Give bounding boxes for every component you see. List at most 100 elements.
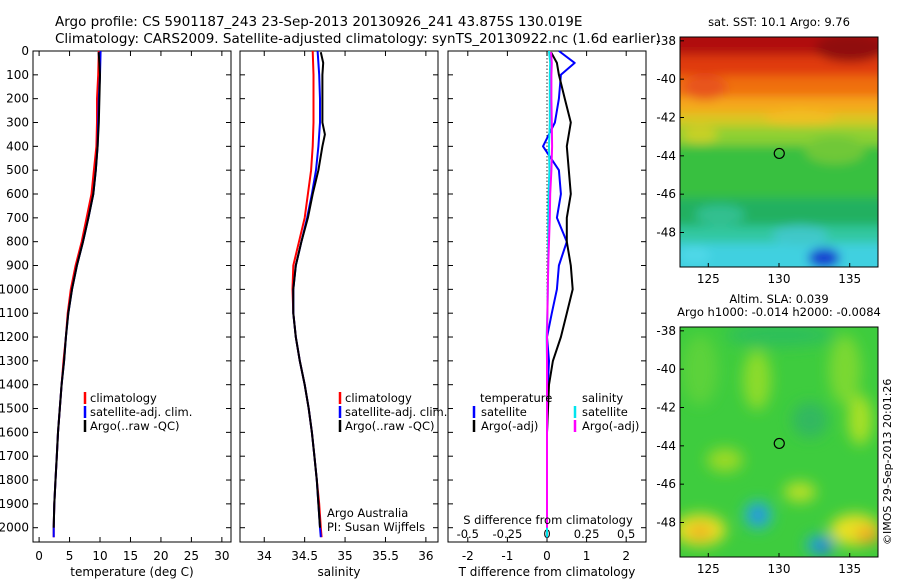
depth-tick-label: 1700: [0, 449, 29, 463]
temperature-x-tick-label: 15: [123, 549, 138, 563]
difference-x-tick-label: 0: [543, 549, 551, 563]
legend-label-temp-argo: Argo(-adj): [481, 419, 538, 433]
sla-patch: [743, 350, 771, 410]
depth-tick-label: 0: [21, 44, 29, 58]
sla-map-panel: Altim. SLA: 0.039 Argo h1000: -0.014 h20…: [656, 292, 880, 576]
salinity-axis-ticks: 34 34.5 35 35.5 36: [240, 50, 438, 563]
depth-tick-label: 1300: [0, 354, 29, 368]
header-line1: Argo profile: CS 5901187_243 23-Sep-2013…: [55, 14, 582, 30]
sst-patch: [815, 37, 878, 62]
sla-patch: [817, 543, 829, 553]
sst-lat-tick-label: -44: [656, 149, 676, 163]
sla-lat-tick-label: -42: [656, 401, 676, 415]
temperature-x-tick-label: 25: [184, 549, 199, 563]
sst-heatmap: [680, 37, 878, 267]
sst-lon-ticks: 125 130 135: [697, 263, 861, 286]
legend-label-temp-satellite: satellite: [481, 405, 527, 419]
salinity-x-tick-label: 36: [418, 549, 433, 563]
difference-x-tick-label: 2: [622, 549, 630, 563]
argo-australia-annotation: Argo Australia: [327, 506, 408, 520]
depth-tick-label: 1900: [0, 497, 29, 511]
difference-s-tick-label: -0.5: [457, 527, 479, 541]
legend-label-satellite: satellite-adj. clim.: [345, 405, 447, 419]
difference-panel: -2 -1 0 1 2-0.5 -0.25 0 0.25 0.5 temperature sat…: [447, 50, 647, 579]
sla-lat-tick-label: -44: [656, 439, 676, 453]
sla-patch: [707, 448, 743, 472]
depth-tick-label: 600: [6, 187, 29, 201]
depth-axis-ticks: 0 100 200 300 400 500 600 700 800 900 1000 1100 1200…: [0, 44, 29, 535]
sst-patch: [772, 225, 828, 245]
sst-lon-tick-label: 125: [697, 272, 720, 286]
temperature-plot-frame: [32, 50, 232, 543]
sst-patch: [765, 110, 835, 126]
sla-patch: [752, 509, 764, 521]
legend-title-temperature: temperature: [480, 391, 552, 405]
salinity-panel: 34 34.5 35 35.5 36 climatology satellite-adj…: [239, 50, 447, 579]
depth-tick-label: 1000: [0, 282, 29, 296]
legend-label-argo: Argo(..raw -QC): [345, 419, 435, 433]
salinity-x-tick-label: 35: [337, 549, 352, 563]
sla-lon-tick-label: 135: [838, 562, 861, 576]
legend-label-climatology: climatology: [345, 391, 412, 405]
depth-tick-label: 1400: [0, 378, 29, 392]
depth-tick-label: 2000: [0, 521, 29, 535]
sst-lon-tick-label: 130: [768, 272, 791, 286]
depth-tick-label: 800: [6, 235, 29, 249]
sst-patch: [683, 76, 727, 100]
legend-title-salinity: salinity: [582, 391, 623, 405]
argo-float-marker: [773, 147, 785, 160]
legend-label-sal-argo: Argo(-adj): [582, 419, 639, 433]
temperature-axis-ticks: 0 5 10 15 20 25 30: [33, 50, 231, 563]
sst-lat-tick-label: -42: [656, 111, 676, 125]
difference-profiles: [542, 50, 576, 538]
depth-tick-label: 1600: [0, 425, 29, 439]
sla-patch: [829, 335, 861, 405]
depth-tick-label: 100: [6, 68, 29, 82]
series-line-salinity-argo-adj-: [546, 52, 554, 528]
sla-patch: [688, 524, 712, 540]
depth-tick-label: 500: [6, 163, 29, 177]
temperature-x-tick-label: 20: [153, 549, 168, 563]
sla-patch: [725, 327, 835, 347]
argo-float-marker: [773, 437, 785, 450]
temperature-x-tick-label: 10: [92, 549, 107, 563]
depth-tick-label: 900: [6, 259, 29, 273]
temperature-profiles: [52, 50, 102, 538]
salinity-legend: climatology satellite-adj. clim. Argo(..…: [338, 391, 447, 433]
sla-lat-ticks: -38 -40 -42 -44 -46 -48: [656, 324, 684, 530]
sst-patch: [682, 127, 718, 143]
sla-heatmap: [680, 327, 878, 555]
temperature-x-tick-label: 30: [214, 549, 229, 563]
depth-tick-label: 1800: [0, 473, 29, 487]
header-line2: Climatology: CARS2009. Satellite-adjuste…: [55, 31, 661, 47]
difference-s-tick-label: 0.5: [617, 527, 635, 541]
sla-patch: [792, 402, 828, 438]
sla-lon-ticks: 125 130 135: [697, 553, 861, 576]
sst-lon-tick-label: 135: [838, 272, 861, 286]
depth-tick-label: 1500: [0, 402, 29, 416]
series-line-argo-raw-qc-: [292, 51, 326, 528]
sst-map-panel: sat. SST: 10.1 Argo: 9.76: [656, 15, 879, 286]
depth-tick-label: 700: [6, 211, 29, 225]
sla-lat-tick-label: -48: [656, 516, 676, 530]
sla-patch: [784, 482, 816, 502]
temperature-panel: 0100200300400500600700800900100011001200…: [0, 44, 232, 579]
sst-map-title: sat. SST: 10.1 Argo: 9.76: [708, 15, 850, 29]
sst-lat-tick-label: -46: [656, 187, 676, 201]
sst-lat-ticks: -38 -40 -42 -44 -46 -48: [656, 34, 684, 240]
salinity-x-tick-label: 34.5: [291, 549, 318, 563]
depth-tick-label: 300: [6, 116, 29, 130]
legend-label-sal-satellite: satellite: [582, 405, 628, 419]
depth-tick-label: 200: [6, 92, 29, 106]
depth-tick-label: 1100: [0, 306, 29, 320]
sla-lat-tick-label: -46: [656, 477, 676, 491]
salinity-plot-frame: [239, 50, 439, 543]
sla-lat-tick-label: -40: [656, 362, 676, 376]
salinity-xlabel: salinity: [317, 565, 360, 579]
difference-x-tick-label: 1: [583, 549, 591, 563]
s-difference-axis-label: S difference from climatology: [463, 513, 633, 527]
sst-patch: [680, 247, 710, 263]
depth-tick-label: 1200: [0, 330, 29, 344]
difference-x-tick-label: -2: [462, 549, 474, 563]
